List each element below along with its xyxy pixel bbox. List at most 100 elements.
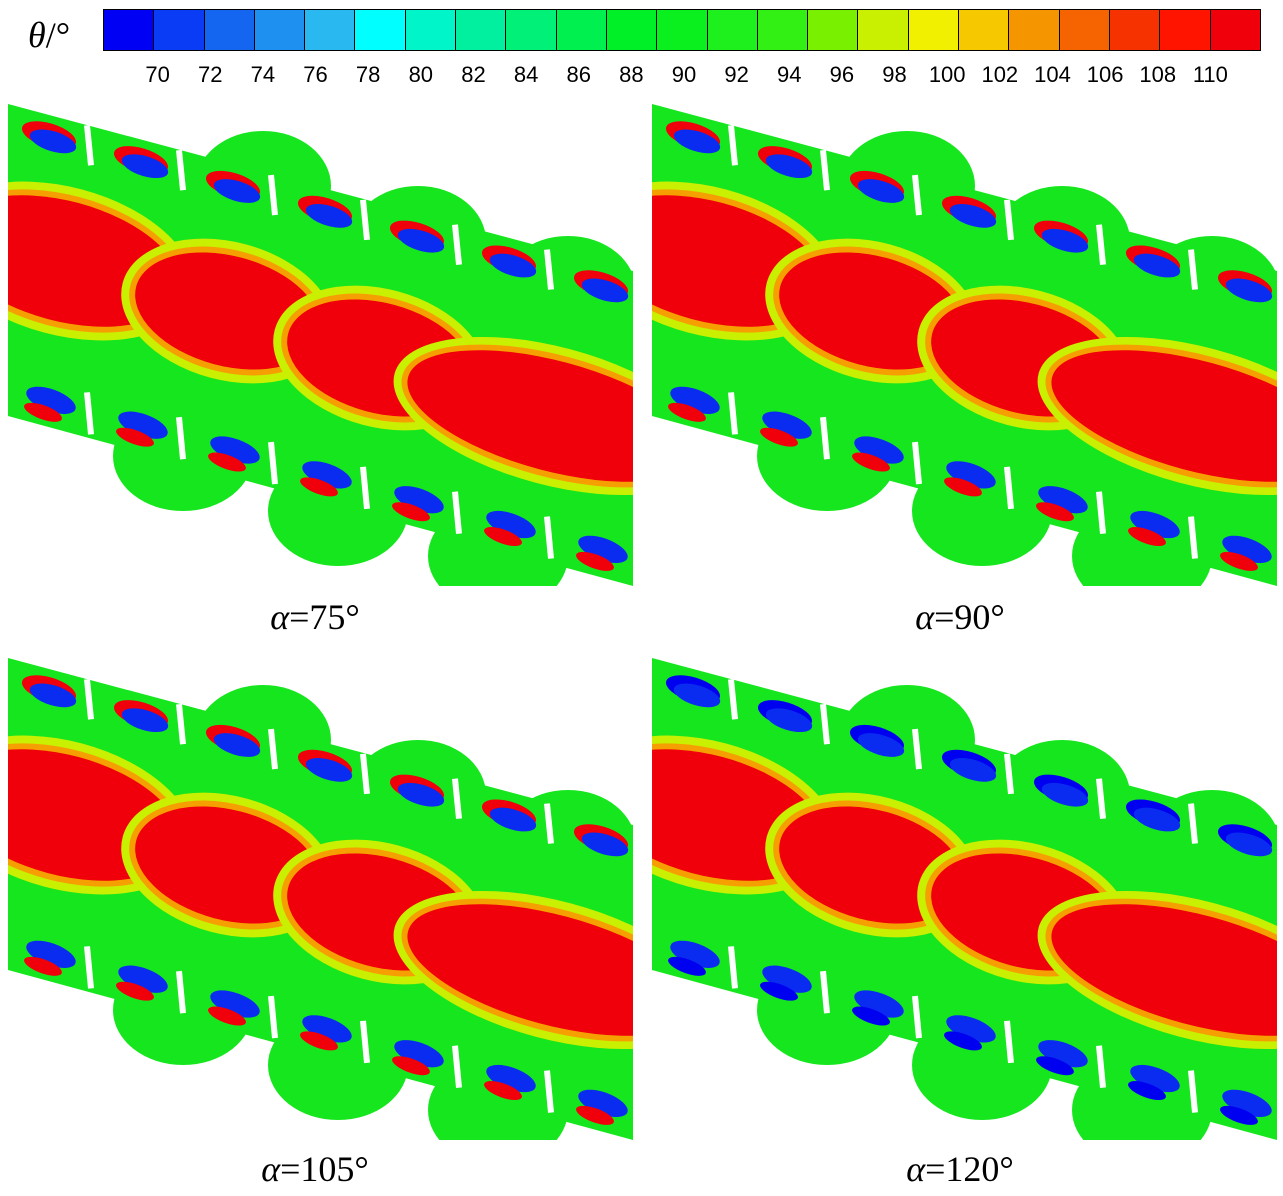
colorbar-tick-label: 70 (145, 62, 170, 87)
colorbar-tick-label: 82 (461, 62, 486, 87)
colorbar-tick-label: 96 (829, 62, 855, 87)
colorbar-swatch (1059, 10, 1110, 50)
colorbar-tick-labels: 70 72 74 76 78 80 82 84 86 88 90 92 94 96 98 100 102 104 1… (103, 62, 1261, 92)
rib-cavity (105, 397, 186, 460)
rib-cavity (749, 951, 830, 1014)
rib-cavity (933, 733, 1014, 795)
colorbar-tick-label: 78 (355, 62, 381, 87)
rib-cavity (657, 926, 738, 989)
colorbar-swatch (305, 10, 356, 50)
caption-panel-2: α=90° (810, 596, 1110, 638)
contour-panel-90 (652, 96, 1277, 586)
rib-cavity (749, 130, 830, 191)
rib-cavity (1117, 229, 1198, 290)
rib-cavity (841, 709, 922, 770)
colorbar-tick-label: 88 (619, 62, 644, 87)
colorbar-swatch (204, 10, 255, 50)
rib-cavity (841, 976, 922, 1039)
rib-cavity (657, 105, 738, 166)
hot-zone (393, 890, 633, 1050)
rib-cavity (841, 422, 922, 485)
colorbar-swatch (908, 10, 960, 50)
colorbar-swatch (154, 10, 205, 50)
rib-cavity (657, 372, 738, 435)
rib-cavity (197, 422, 278, 485)
contour-plot (652, 104, 1277, 586)
rib-cavity (565, 1075, 633, 1135)
rib-cavity (473, 1050, 554, 1113)
colorbar (103, 9, 1261, 51)
colorbar-tick-label: 108 (1139, 62, 1177, 87)
alpha-symbol: α (261, 1149, 281, 1189)
rib-cavity (13, 659, 94, 720)
rib-cavity (1209, 521, 1277, 581)
rib-cavity (473, 496, 554, 559)
rib-cavity (841, 155, 922, 216)
contour-panel-75 (8, 96, 633, 586)
rib-cavity (933, 1000, 1014, 1064)
rib-cavity (1117, 496, 1198, 559)
rib-cavity (1025, 204, 1106, 266)
colorbar-swatch (556, 10, 607, 50)
rib-cavity (749, 684, 830, 745)
alpha-symbol: α (906, 1149, 926, 1189)
colorbar-tick-label: 104 (1034, 62, 1071, 87)
contour-plot (8, 658, 633, 1140)
rib-cavity (289, 1000, 370, 1064)
colorbar-tick-label: 74 (250, 62, 276, 87)
contour-plot (652, 658, 1277, 1140)
colorbar-swatch (959, 10, 1010, 50)
colorbar-swatch (808, 10, 859, 50)
hot-zone (393, 336, 633, 496)
colorbar-swatch (254, 10, 306, 50)
colorbar-swatch (1109, 10, 1161, 50)
rib-cavity (105, 130, 186, 191)
colorbar-swatch (104, 10, 155, 50)
colorbar-tick-label: 100 (928, 62, 966, 87)
theta-unit: /° (45, 15, 71, 55)
rib-cavity (289, 179, 370, 241)
colorbar-tick-label: 106 (1086, 62, 1124, 87)
rib-cavity (1209, 1075, 1277, 1135)
rib-cavity (289, 446, 370, 510)
colorbar-tick-label: 84 (513, 62, 539, 87)
rib-cavity (473, 783, 554, 844)
rib-cavity (13, 372, 94, 435)
colorbar-swatch (606, 10, 658, 50)
colorbar-tick-label: 90 (671, 62, 697, 87)
rib-cavity (565, 521, 633, 581)
colorbar-tick-label: 76 (303, 62, 328, 87)
colorbar-tick-label: 98 (882, 62, 907, 87)
rib-cavity (105, 684, 186, 745)
rib-cavity (13, 926, 94, 989)
rib-cavity (473, 229, 554, 290)
hot-zone (1037, 890, 1277, 1050)
rib-cavity (381, 471, 462, 534)
colorbar-swatch (456, 10, 507, 50)
colorbar-swatch (355, 10, 406, 50)
rib-cavity (1117, 783, 1198, 844)
rib-cavity (1025, 471, 1106, 534)
rib-cavity (1117, 1050, 1198, 1113)
alpha-symbol: α (915, 597, 935, 637)
colorbar-swatch (757, 10, 809, 50)
caption-panel-1: α=75° (165, 596, 465, 638)
caption-value: =75° (289, 597, 360, 637)
rib-cavity (1209, 808, 1277, 866)
colorbar-tick-label: 94 (777, 62, 802, 87)
colorbar-tick-label: 92 (724, 62, 749, 87)
rib-cavity (381, 758, 462, 820)
colorbar-tick-label: 80 (408, 62, 434, 87)
hot-zone (1037, 336, 1277, 496)
rib-cavity (1025, 758, 1106, 820)
colorbar-swatch (506, 10, 557, 50)
rib-cavity (197, 709, 278, 770)
colorbar-swatch (405, 10, 457, 50)
rib-cavity (933, 446, 1014, 510)
rib-cavity (381, 1025, 462, 1088)
rib-cavity (1025, 1025, 1106, 1088)
rib-cavity (13, 105, 94, 166)
contour-plot (8, 104, 633, 586)
colorbar-swatch (858, 10, 909, 50)
colorbar-tick-label: 72 (198, 62, 223, 87)
